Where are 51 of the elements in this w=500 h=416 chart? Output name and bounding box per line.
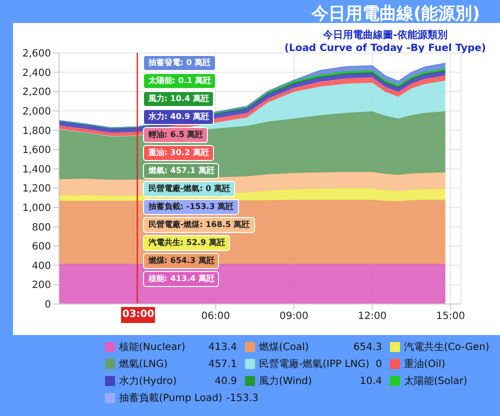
annotation: 燃煤: 654.3 萬瓩 [143, 253, 220, 269]
y-tick-label: 1,000 [22, 203, 51, 214]
text: 413.4 [208, 342, 237, 352]
y-tick-label: 1,200 [22, 184, 51, 195]
annotation: 燃氣: 457.1 萬瓩 [143, 163, 220, 179]
legend-label: 汽電共生(Co-Gen) [404, 340, 490, 354]
y-tick-label: 2,000 [22, 106, 51, 118]
legend-label: 燃煤(Coal) [259, 341, 310, 354]
text: 10.4 [360, 376, 382, 386]
y-tick-label: 800 [32, 222, 51, 234]
text: 0 [376, 358, 382, 370]
x-tick-label: 06:00 [201, 311, 230, 322]
annotation: 抽蓄發電: 0 萬瓩 [143, 55, 216, 71]
x-tick-label: 09:00 [280, 311, 308, 322]
annotation: 水力: 40.9 萬瓩 [143, 109, 214, 125]
ref-line-label: 03:00 [120, 306, 156, 324]
y-tick-label: 2,200 [22, 87, 51, 98]
legend-label: 風力(Wind) [259, 374, 313, 388]
y-tick-label: 400 [32, 260, 51, 272]
annotation: 重油: 30.2 萬瓩 [143, 145, 214, 161]
x-tick-label: 12:00 [358, 311, 387, 322]
legend-label: 民營電廠-燃氣(IPP LNG) [259, 358, 370, 371]
annotation: 核能: 413.4 萬瓩 [143, 271, 220, 287]
legend-label: 水力(Hydro) [119, 374, 178, 388]
chart-title: 今日用電曲線(能源別) [311, 3, 480, 25]
annotation: 民營電廠-燃氣: 0 萬瓩 [143, 181, 235, 197]
text: -153.3 [226, 392, 259, 404]
y-tick-label: 2,600 [22, 48, 51, 60]
annotation: 輕油: 6.5 萬瓩 [143, 127, 208, 143]
y-tick-label: 600 [32, 242, 51, 253]
legend-label: 重油(Oil) [404, 358, 446, 371]
legend-label: 太陽能(Solar) [404, 374, 468, 388]
legend-label: 抽蓄負載(Pump Load) [119, 392, 222, 405]
y-tick-label: 1,800 [22, 126, 51, 137]
y-tick-label: 1,400 [22, 164, 51, 176]
x-tick-label: 15:00 [436, 311, 465, 322]
legend-label: 核能(Nuclear) [119, 340, 186, 354]
annotation: 民營電廠-燃煤: 168.5 萬瓩 [143, 217, 255, 233]
annotation: 太陽能: 0.1 萬瓩 [143, 73, 216, 89]
y-tick-label: 0 [44, 300, 51, 311]
annotation: 風力: 10.4 萬瓩 [143, 91, 214, 107]
chart-subtitle: 今日用電曲線圖-依能源類別 (Load Curve of Today -By Fuel Type) [284, 29, 486, 55]
annotation: 汽電共生: 52.9 萬瓩 [143, 235, 230, 251]
y-tick-label: 1,600 [22, 145, 51, 156]
text: 654.3 [353, 342, 382, 352]
annotation: 抽蓄負載: -153.3 萬瓩 [143, 199, 239, 215]
text: 40.9 [214, 376, 237, 386]
y-tick-label: 2,400 [22, 68, 51, 79]
legend-label: 燃氣(LNG) [119, 358, 169, 371]
y-tick-label: 200 [32, 280, 51, 292]
text: 457.1 [208, 358, 237, 370]
